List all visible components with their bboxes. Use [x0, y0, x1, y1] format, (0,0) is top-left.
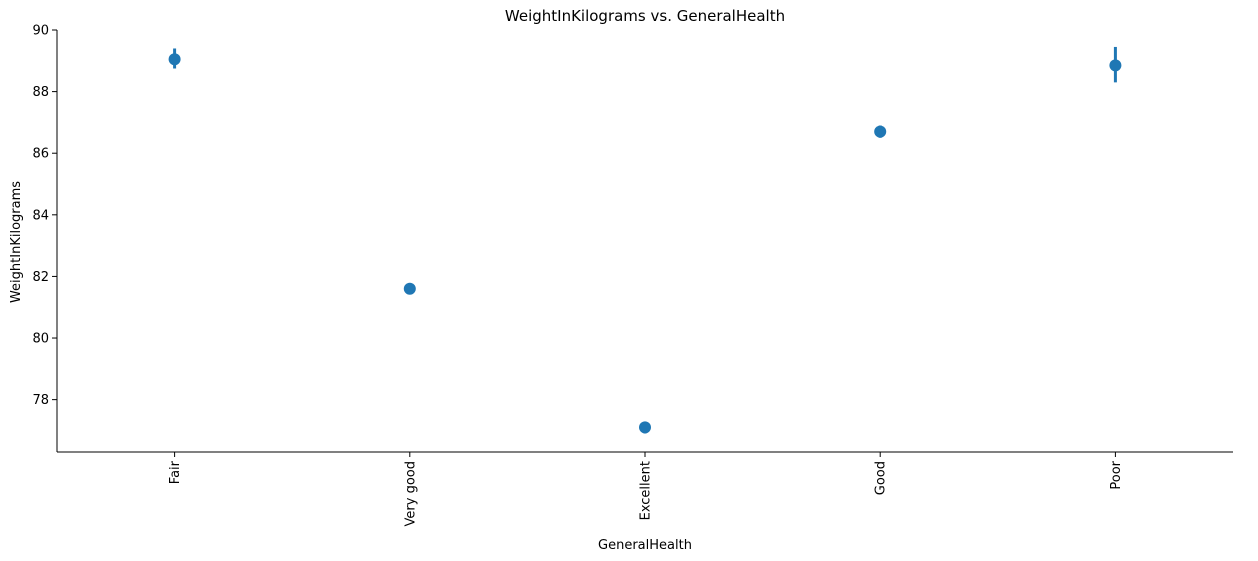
x-tick-label: Fair — [168, 460, 183, 484]
x-axis-title: GeneralHealth — [598, 538, 692, 553]
x-tick-label: Good — [874, 461, 889, 495]
y-axis-title: WeightInKilograms — [9, 181, 24, 303]
y-tick-label: 84 — [32, 208, 49, 223]
data-point — [874, 125, 887, 138]
chart-title: WeightInKilograms vs. GeneralHealth — [505, 7, 785, 25]
y-tick-label: 82 — [32, 270, 49, 285]
data-point — [168, 53, 181, 66]
data-point — [639, 421, 651, 434]
x-tick-label: Excellent — [639, 461, 654, 520]
x-tick-label: Very good — [403, 461, 418, 526]
x-tick-label: Poor — [1109, 460, 1124, 489]
y-tick-label: 90 — [32, 24, 49, 39]
data-point — [403, 282, 416, 295]
plot-area: 78 80 82 84 86 88 90 Fair Very good Excellent Good… — [32, 24, 1233, 526]
y-tick-label: 78 — [32, 393, 49, 408]
data-point — [1109, 59, 1122, 72]
y-tick-label: 80 — [32, 332, 49, 347]
y-tick-label: 86 — [32, 147, 49, 162]
y-axis-title-group: WeightInKilograms — [9, 181, 24, 303]
y-tick-label: 88 — [32, 85, 49, 100]
